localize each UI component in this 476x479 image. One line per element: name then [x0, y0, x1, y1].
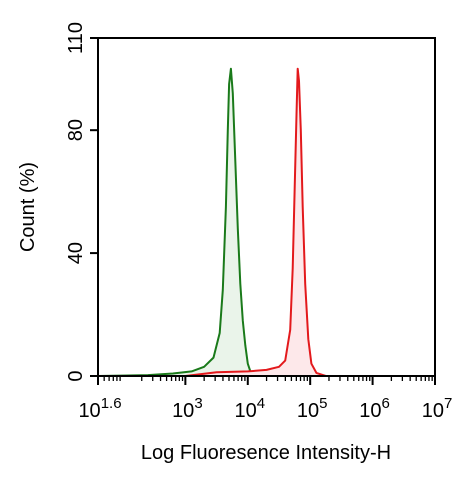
x-tick-exponent: 3	[194, 395, 202, 412]
series-2-area	[185, 68, 326, 376]
x-tick-exponent: 5	[319, 395, 327, 412]
x-tick-base: 10	[78, 400, 100, 422]
x-tick-label: 105	[297, 395, 328, 422]
y-axis: 0 40 80 110	[65, 22, 98, 382]
x-tick-base: 10	[422, 400, 444, 422]
series-group	[97, 67, 327, 377]
series-1-line	[97, 67, 267, 377]
x-tick-label: 103	[172, 395, 203, 422]
x-tick-label: 106	[359, 395, 390, 422]
x-axis: 101.6 103 104 105 106 107	[78, 376, 452, 422]
x-tick-base: 10	[172, 400, 194, 422]
series-1-area	[98, 68, 267, 376]
x-tick-label: 101.6	[78, 395, 121, 422]
x-tick-exponent: 6	[382, 395, 390, 412]
x-tick-exponent: 1.6	[101, 395, 122, 412]
y-tick-label: 80	[65, 119, 87, 141]
x-tick-base: 10	[297, 400, 319, 422]
x-tick-exponent: 4	[257, 395, 265, 412]
x-axis-label: Log Fluoresence Intensity-H	[141, 442, 391, 464]
x-tick-base: 10	[359, 400, 381, 422]
x-tick-exponent: 7	[444, 395, 452, 412]
y-tick-label: 110	[65, 22, 87, 54]
y-tick-label: 40	[65, 242, 87, 264]
y-axis-label: Count (%)	[17, 162, 39, 252]
y-tick-label: 0	[65, 370, 87, 381]
x-tick-label: 107	[422, 395, 453, 422]
series-2-line	[185, 67, 327, 377]
x-tick-label: 104	[234, 395, 265, 422]
plot-frame	[97, 37, 436, 377]
x-tick-base: 10	[234, 400, 256, 422]
